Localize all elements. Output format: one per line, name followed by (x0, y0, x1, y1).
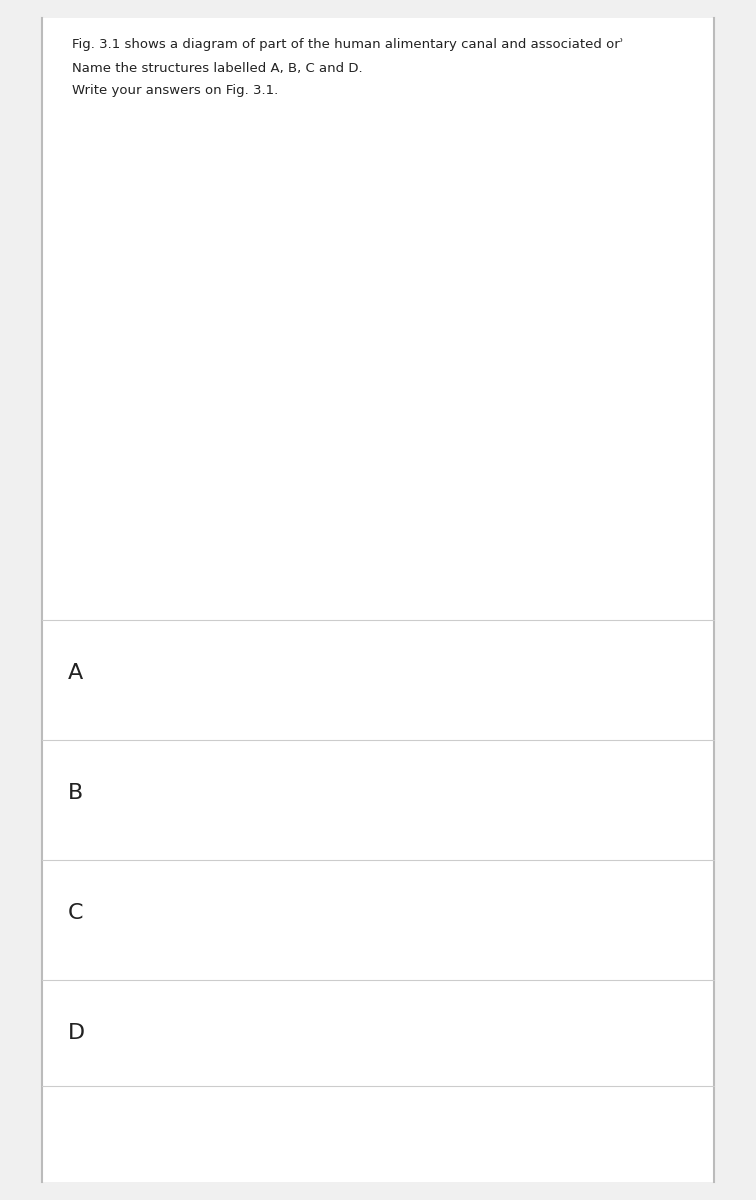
Text: ............................: ............................ (314, 258, 464, 268)
Text: C: C (68, 904, 84, 923)
Text: D: D (68, 1024, 85, 1043)
Text: [ Choose ]: [ Choose ] (273, 786, 352, 800)
Text: [ Choose ]: [ Choose ] (273, 1026, 352, 1040)
Text: A: A (299, 226, 308, 239)
Text: Liver: Liver (273, 666, 311, 680)
Text: B: B (68, 784, 83, 803)
Text: [ Choose ]: [ Choose ] (273, 906, 352, 920)
Text: Name the structures labelled A, B, C and D.: Name the structures labelled A, B, C and… (72, 62, 362, 76)
Text: ▼: ▼ (507, 1028, 516, 1038)
Text: B: B (299, 256, 308, 269)
Text: ▼: ▼ (507, 668, 516, 678)
Text: D: D (299, 462, 309, 475)
Text: ▼: ▼ (507, 908, 516, 918)
Text: Fig. 3.1 shows a diagram of part of the human alimentary canal and associated or: Fig. 3.1 shows a diagram of part of the … (72, 38, 624, 52)
Text: ............................: ............................ (314, 464, 464, 473)
Text: Write your answers on Fig. 3.1.: Write your answers on Fig. 3.1. (72, 84, 278, 97)
Text: ............................: ............................ (314, 428, 464, 438)
Text: ............................: ............................ (314, 228, 464, 236)
Text: A: A (68, 664, 83, 683)
Text: ▼: ▼ (507, 788, 516, 798)
Text: C: C (299, 427, 308, 439)
